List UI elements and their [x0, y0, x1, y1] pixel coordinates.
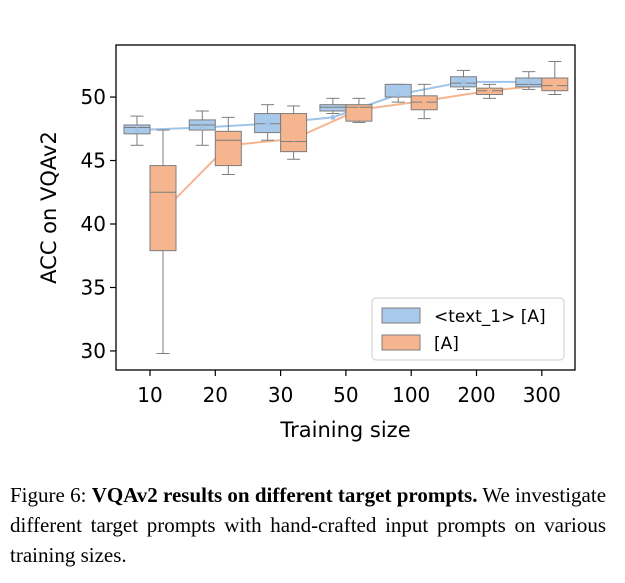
chart: 30 35 40 45 50 10 20 30 50 100 200 300 Training size… [37, 44, 576, 442]
legend-label-0: <text_1> [A] [434, 307, 546, 327]
x-tick-label-30: 30 [268, 383, 293, 407]
series-1-mean-point-20 [225, 142, 231, 148]
x-tick-label-20: 20 [203, 383, 228, 407]
y-tick-label-30: 30 [81, 339, 106, 363]
y-tick-label-50: 50 [81, 85, 106, 109]
box-1-20 [214, 116, 242, 175]
series-0-mean-point-50 [330, 114, 336, 120]
legend-label-1: [A] [434, 334, 459, 354]
x-axis-label: Training size [279, 418, 410, 442]
series-1-mean-point-30 [291, 136, 297, 142]
box-0-20 [188, 110, 216, 146]
series-1-mean-point-300 [552, 81, 558, 87]
series-0-mean-point-200 [461, 79, 466, 85]
series-0-mean-point-30 [265, 121, 271, 127]
caption-title: VQAv2 results on different target prompt… [91, 483, 478, 507]
legend-swatch-1 [381, 334, 421, 351]
series-0-mean-point-300 [526, 79, 532, 85]
series-0-mean-point-20 [199, 125, 205, 131]
box-1-10 [149, 129, 177, 354]
box-body [319, 104, 347, 112]
series-1-mean-point-200 [487, 88, 492, 94]
x-tick-label-50: 50 [333, 383, 358, 407]
box-body [345, 104, 373, 122]
x-tick-label-100: 100 [392, 383, 430, 407]
series-1-mean-point-100 [421, 98, 427, 104]
y-tick-label-45: 45 [81, 149, 106, 173]
caption-body: We investigate different target prompts … [10, 483, 607, 567]
x-tick-label-10: 10 [137, 383, 162, 407]
series-0-mean-point-100 [395, 92, 401, 98]
box-1-50 [345, 97, 373, 123]
box-body [149, 165, 177, 252]
y-axis-label: ACC on VQAv2 [37, 131, 61, 284]
x-tick-label-300: 300 [523, 383, 561, 407]
y-tick-label-40: 40 [81, 212, 106, 236]
x-tick-label-200: 200 [457, 383, 495, 407]
legend-swatch-0 [381, 307, 421, 324]
series-0-mean-point-10 [134, 127, 140, 133]
box-body [280, 113, 308, 153]
series-1-mean-point-50 [356, 107, 362, 113]
box-0-100 [384, 83, 412, 103]
caption-label: Figure 6: [10, 483, 87, 507]
box-body [214, 130, 242, 167]
box-1-30 [280, 105, 308, 160]
series-1-mean-point-10 [160, 208, 166, 214]
figure-caption: Figure 6: VQAv2 results on different tar… [10, 480, 606, 570]
y-tick-label-35: 35 [81, 275, 106, 299]
